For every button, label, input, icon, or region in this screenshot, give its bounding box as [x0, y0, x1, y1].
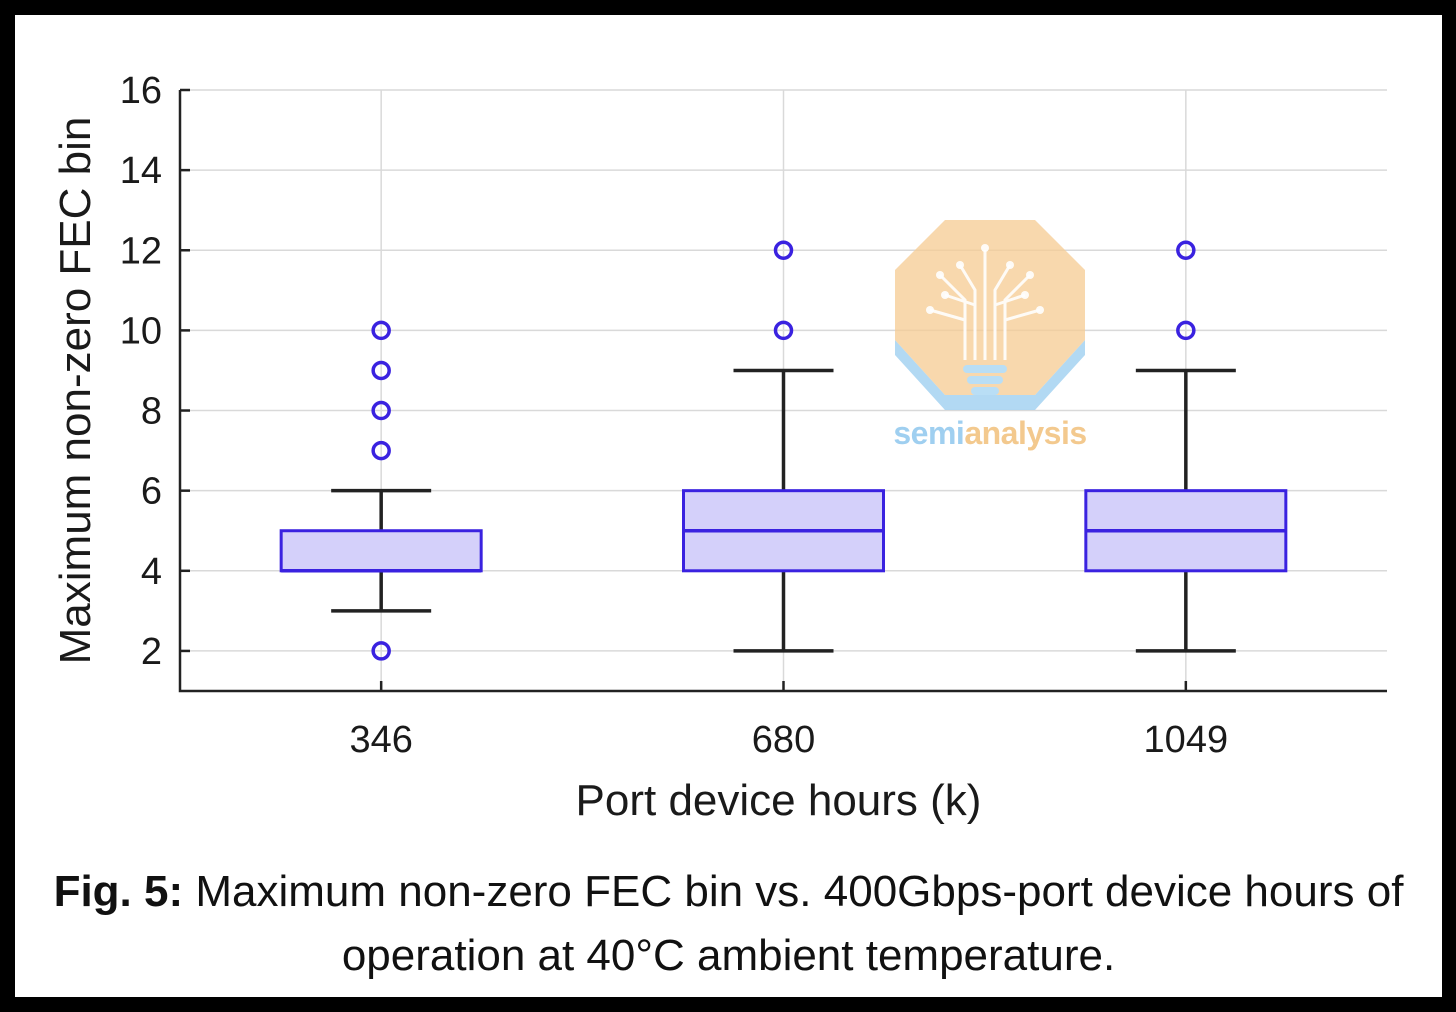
circuit-tree-bulb-icon [895, 220, 1085, 410]
caption-text: Maximum non-zero FEC bin vs. 400Gbps-por… [183, 867, 1404, 980]
iqr-box [279, 529, 483, 573]
x-tick-label: 680 [752, 719, 815, 761]
outlier-point [371, 641, 391, 661]
tick-labels: 2 4 6 8 10 12 14 16 346 680 1049 [120, 70, 1228, 761]
x-tick-label: 1049 [1144, 719, 1229, 761]
box-plot-chart: 2 4 6 8 10 12 14 16 346 680 1049 Maximum non-zero … [51, 70, 1387, 825]
x-axis-title: Port device hours (k) [576, 776, 982, 825]
outlier-point [1176, 320, 1196, 341]
axis-lines [178, 90, 1387, 693]
semianalysis-watermark: semianalysis [885, 210, 1095, 480]
outlier-point [371, 400, 391, 421]
y-axis-title: Maximum non-zero FEC bin [51, 117, 100, 665]
y-tick-label: 2 [141, 631, 162, 673]
box-group [279, 320, 483, 661]
figure-caption: Fig. 5: Maximum non-zero FEC bin vs. 400… [15, 860, 1442, 988]
y-tick-label: 16 [120, 70, 162, 112]
y-tick-label: 8 [141, 391, 162, 433]
outlier-point [773, 320, 794, 341]
box-group [1084, 240, 1288, 653]
outlier-point [773, 240, 794, 261]
figure-frame: 2 4 6 8 10 12 14 16 346 680 1049 Maximum non-zero … [15, 15, 1442, 997]
y-tick-label: 6 [141, 471, 162, 513]
y-tick-label: 10 [120, 310, 162, 352]
outlier-point [371, 440, 391, 461]
y-tick-label: 14 [120, 150, 162, 192]
outlier-point [371, 360, 391, 381]
outlier-point [371, 320, 391, 341]
watermark-text: semianalysis [893, 415, 1087, 451]
y-tick-label: 12 [120, 230, 162, 272]
outlier-point [1176, 240, 1196, 261]
caption-label: Fig. 5: [53, 867, 184, 916]
box-group [682, 240, 885, 653]
x-tick-label: 346 [349, 719, 412, 761]
axes [178, 88, 1387, 693]
boxes [279, 240, 1288, 661]
y-tick-label: 4 [141, 551, 162, 593]
